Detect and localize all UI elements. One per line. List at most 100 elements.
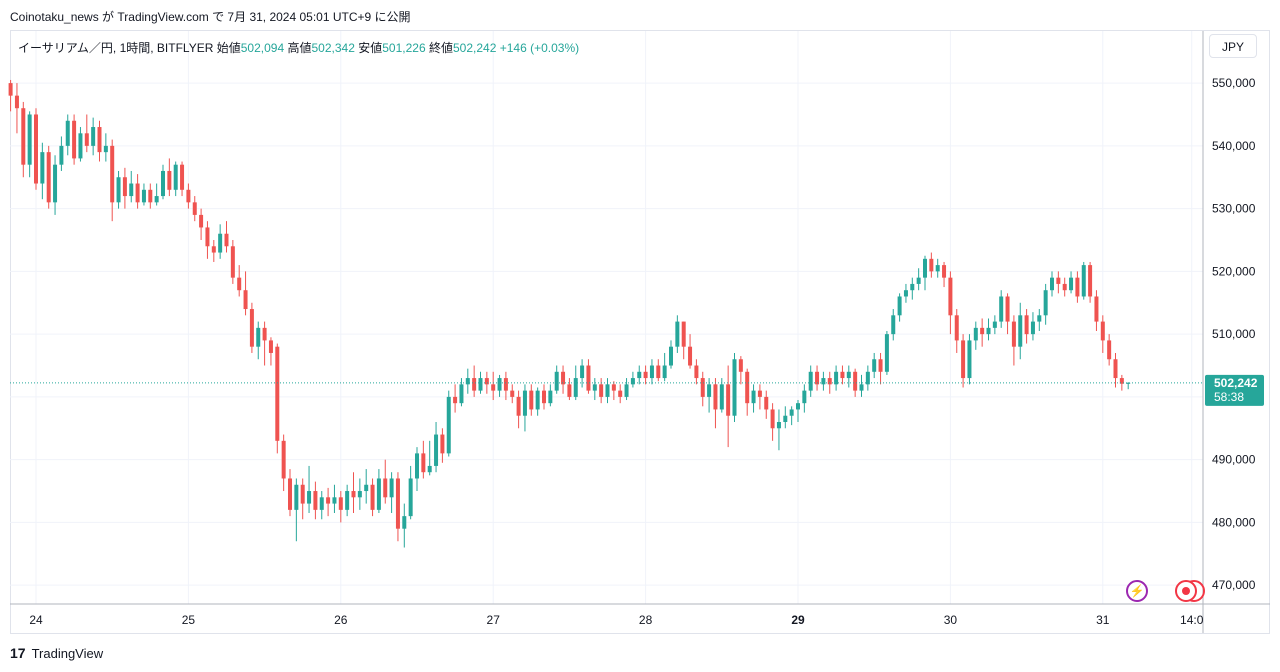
candle (935, 258, 940, 278)
candle-body (402, 516, 407, 529)
candle-body (459, 384, 464, 404)
candle-body (338, 497, 343, 510)
candle-body (656, 365, 661, 379)
candle (529, 384, 534, 416)
x-tick-label: 14:0 (1180, 613, 1204, 627)
candle-body (732, 359, 737, 416)
candle (789, 406, 794, 426)
candle (503, 371, 508, 401)
candle (586, 359, 591, 394)
candle (389, 472, 394, 513)
candle (669, 340, 673, 369)
candle (110, 139, 115, 222)
candle-body (275, 346, 280, 441)
candle-body (967, 340, 972, 379)
candle-body (757, 390, 762, 397)
open-value: 502,094 (240, 41, 285, 55)
record-icon[interactable] (1175, 580, 1197, 602)
candle (205, 221, 210, 259)
high-value: 502,342 (311, 41, 355, 55)
candle-body (561, 371, 566, 385)
candle (910, 277, 915, 300)
candle (72, 114, 77, 165)
candle (370, 478, 375, 517)
candle-body (268, 340, 273, 353)
brand-name[interactable]: TradingView (31, 645, 104, 661)
candle (999, 290, 1004, 328)
candle-body (789, 409, 794, 416)
candle (459, 378, 464, 407)
candle-body (694, 365, 699, 379)
candle-body (434, 434, 439, 466)
candle (1056, 271, 1061, 294)
candle (580, 359, 585, 388)
candle-body (992, 321, 997, 328)
candle (865, 365, 870, 391)
y-tick-label: 470,000 (1212, 578, 1256, 592)
candle (764, 390, 769, 419)
symbol-label[interactable]: イーサリアム／円, 1時間, BITFLYER (18, 41, 214, 55)
candle (1126, 382, 1131, 390)
candle-body (573, 378, 578, 397)
candle (872, 352, 877, 379)
candle (129, 170, 134, 203)
x-tick-label: 28 (639, 613, 653, 627)
x-tick-label: 26 (334, 613, 348, 627)
candle (103, 133, 108, 162)
candle (300, 478, 305, 520)
candle-body (256, 327, 261, 347)
candle-body (192, 202, 197, 215)
candle-body (745, 371, 750, 404)
candle (745, 368, 750, 416)
candle-body (237, 277, 242, 291)
candle (34, 108, 38, 190)
candle-body (1126, 382, 1131, 384)
candle-body (935, 265, 940, 272)
candle-body (630, 378, 635, 385)
y-tick-label: 540,000 (1212, 139, 1256, 153)
candle (1043, 283, 1048, 325)
candle-body (865, 371, 870, 385)
candle-body (313, 491, 318, 510)
candle-body (554, 371, 559, 391)
low-value: 501,226 (382, 41, 426, 55)
footer: 17 TradingView (10, 645, 103, 661)
lightning-icon[interactable]: ⚡ (1126, 580, 1148, 602)
candle-body (548, 390, 553, 404)
candle-body (751, 390, 756, 404)
price-axis: 550,000540,000530,000520,000510,000500,0… (1202, 31, 1256, 633)
publish-info: Coinotaku_news が TradingView.com で 7月 31… (10, 10, 411, 24)
candle (224, 221, 229, 253)
candle (8, 79, 13, 112)
candle-body (516, 396, 521, 416)
candle (262, 321, 267, 366)
candle (548, 384, 553, 407)
candle (592, 378, 597, 401)
candle (859, 374, 864, 397)
candle (351, 472, 356, 513)
candle-body (840, 371, 845, 379)
candle (453, 384, 458, 413)
candle-body (376, 478, 381, 510)
tradingview-logo-icon[interactable]: 17 (10, 645, 26, 661)
candle-body (738, 359, 743, 372)
candle-body (497, 378, 502, 391)
candle-body (230, 246, 235, 278)
candle-body (65, 120, 70, 146)
candle-body (364, 484, 369, 492)
candle-body (688, 346, 693, 366)
candle-body (726, 384, 731, 416)
candle-body (522, 390, 527, 416)
candle (421, 440, 426, 479)
candle-body (1050, 277, 1054, 291)
candle (122, 167, 127, 209)
candle-body (34, 114, 38, 184)
candle (776, 409, 781, 451)
candle (275, 343, 280, 454)
close-value: 502,242 (453, 41, 497, 55)
candle (141, 183, 146, 206)
currency-button[interactable]: JPY (1209, 34, 1257, 58)
candle-body (427, 465, 432, 473)
x-tick-label: 29 (791, 613, 805, 627)
